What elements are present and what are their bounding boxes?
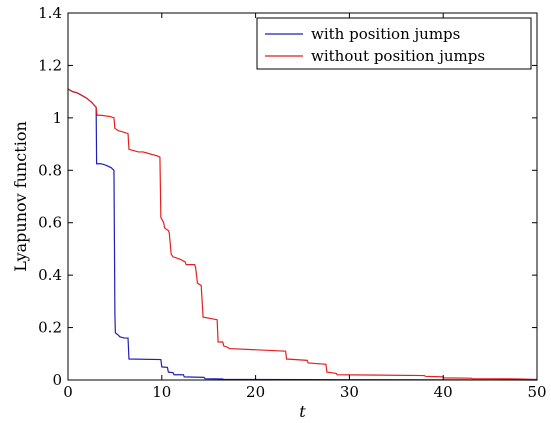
y-tick-label: 1.4 [38,4,62,22]
y-tick-label: 1.2 [38,56,62,74]
ticks-layer: 0 10 20 30 40 50 0 0.2 0.4 0.6 0.8 1 1.2 1.4 [38,4,546,401]
series-layer [67,88,538,381]
legend: with position jumps without position jum… [256,17,532,70]
legend-label-without-position-jumps: without position jumps [311,47,485,65]
series-line-with-position-jumps [67,88,538,381]
y-tick-label: 0.6 [38,214,62,232]
y-tick-label: 0.2 [38,319,62,337]
x-tick-label: 0 [63,383,73,401]
legend-box [256,17,532,70]
y-tick-label: 1 [52,109,62,127]
x-axis-label: t [299,402,306,421]
x-tick-label: 20 [246,383,265,401]
y-axis-label: Lyapunov function [11,121,30,272]
x-tick-label: 40 [434,383,453,401]
x-tick-label: 30 [340,383,359,401]
y-tick-label: 0.4 [38,266,62,284]
y-tick-label: 0 [52,371,62,389]
x-tick-label: 50 [527,383,546,401]
plot-frame [67,12,538,381]
x-tick-label: 10 [152,383,171,401]
legend-label-with-position-jumps: with position jumps [311,25,460,43]
y-tick-label: 0.8 [38,161,62,179]
series-line-without-position-jumps [67,88,538,381]
